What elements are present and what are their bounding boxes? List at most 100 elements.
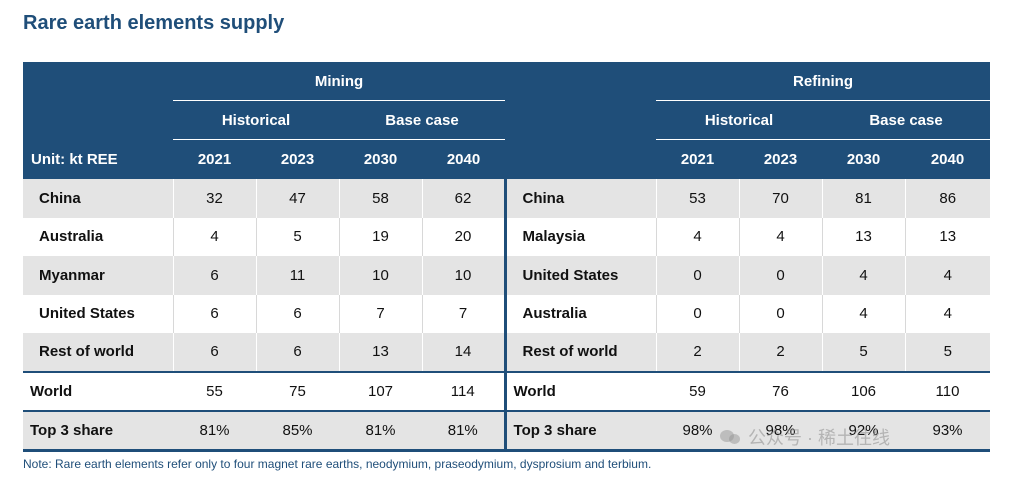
refining-historical-header: Historical	[656, 101, 823, 140]
table-cell: 2	[738, 333, 823, 372]
table-cell: 53	[655, 179, 740, 218]
table-cell: 92%	[822, 410, 906, 452]
top3-share-row: Top 3 share 81% 85% 81% 81% Top 3 share …	[23, 410, 991, 452]
table-cell: 6	[172, 333, 256, 372]
table-cell: 6	[255, 333, 339, 372]
table-cell: 5	[255, 217, 339, 256]
refining-country: Australia	[503, 294, 657, 333]
table-row: Myanmar 6 11 10 10 United States 0 0 4 4	[23, 256, 991, 295]
table-cell: 4	[821, 256, 906, 295]
year-header: 2021	[656, 140, 740, 179]
watermark: 公众号 · 稀土往线	[720, 424, 890, 450]
table-row: United States 6 6 7 7 Australia 0 0 4 4	[23, 294, 991, 333]
table-cell: 0	[738, 256, 823, 295]
year-header: 2040	[905, 140, 991, 179]
table-cell: 4	[904, 294, 991, 333]
year-header: 2023	[256, 140, 339, 179]
table-cell: 107	[339, 370, 422, 412]
table-cell: 5	[904, 333, 991, 372]
refining-country: Malaysia	[503, 217, 657, 256]
section-refining: Refining	[656, 62, 991, 101]
mining-country: Myanmar	[23, 256, 173, 295]
table-cell: 10	[338, 256, 422, 295]
refining-country: China	[503, 179, 657, 218]
table-cell: 70	[738, 179, 823, 218]
year-header: 2040	[422, 140, 506, 179]
table-cell: 13	[338, 333, 422, 372]
table-cell: 62	[421, 179, 506, 218]
table-cell: 10	[421, 256, 506, 295]
year-header: 2030	[822, 140, 906, 179]
mining-country: China	[23, 179, 173, 218]
world-row: World 55 75 107 114 World 59 76 106 110	[23, 370, 991, 412]
mining-historical-header: Historical	[173, 101, 339, 140]
watermark-text: 公众号 · 稀土往线	[748, 428, 890, 448]
table-cell: 6	[172, 294, 256, 333]
section-mining: Mining	[173, 62, 506, 101]
table-cell: 11	[255, 256, 339, 295]
table-cell: 81	[821, 179, 906, 218]
table-cell: 81%	[422, 410, 506, 452]
table-cell: 32	[172, 179, 256, 218]
header-row-cases: Historical Base case Historical Base cas…	[23, 101, 991, 140]
table-row: Rest of world 6 6 13 14 Rest of world 2 …	[23, 333, 991, 372]
header-row-years: Unit: kt REE 2021 2023 2030 2040 2021 20…	[23, 140, 991, 179]
table-cell: 4	[904, 256, 991, 295]
table-cell: 2	[655, 333, 740, 372]
table-cell: 93%	[905, 410, 991, 452]
table-cell: 0	[738, 294, 823, 333]
table-cell: 6	[172, 256, 256, 295]
table-cell: 55	[173, 370, 256, 412]
table-cell: 7	[338, 294, 422, 333]
year-header: 2030	[339, 140, 422, 179]
table-cell: 14	[421, 333, 506, 372]
table-cell: 13	[821, 217, 906, 256]
year-header: 2021	[173, 140, 256, 179]
mining-country: United States	[23, 294, 173, 333]
header-row-sections: Mining Refining	[23, 62, 991, 101]
table-cell: 98%	[739, 410, 823, 452]
table-cell: 81%	[339, 410, 422, 452]
table-row: China 32 47 58 62 China 53 70 81 86	[23, 179, 991, 218]
table-cell: 0	[655, 256, 740, 295]
top3-label: Top 3 share	[503, 410, 657, 452]
table-cell: 6	[255, 294, 339, 333]
table-cell: 75	[256, 370, 339, 412]
table-cell: 86	[904, 179, 991, 218]
table-cell: 19	[338, 217, 422, 256]
table-cell: 7	[421, 294, 506, 333]
year-header: 2023	[739, 140, 823, 179]
table-cell: 106	[822, 370, 906, 412]
refining-country: United States	[503, 256, 657, 295]
table-cell: 4	[738, 217, 823, 256]
world-label: World	[23, 370, 173, 412]
world-label: World	[503, 370, 657, 412]
supply-table: Mining Refining Historical Base case His…	[23, 62, 991, 452]
table-cell: 4	[172, 217, 256, 256]
refining-country: Rest of world	[503, 333, 657, 372]
table-cell: 59	[656, 370, 740, 412]
table-cell: 5	[821, 333, 906, 372]
table-cell: 0	[655, 294, 740, 333]
mining-country: Rest of world	[23, 333, 173, 372]
table-cell: 85%	[256, 410, 339, 452]
table-cell: 114	[422, 370, 506, 412]
table-cell: 81%	[173, 410, 256, 452]
table-cell: 76	[739, 370, 823, 412]
table-cell: 13	[904, 217, 991, 256]
wechat-icon	[720, 428, 742, 446]
unit-label: Unit: kt REE	[23, 140, 173, 179]
page-title: Rare earth elements supply	[23, 12, 285, 34]
table-cell: 47	[255, 179, 339, 218]
refining-base-case-header: Base case	[822, 101, 991, 140]
top3-label: Top 3 share	[23, 410, 173, 452]
table-cell: 4	[655, 217, 740, 256]
footnote: Note: Rare earth elements refer only to …	[23, 457, 652, 471]
table-cell: 20	[421, 217, 506, 256]
table-cell: 110	[905, 370, 991, 412]
mining-base-case-header: Base case	[339, 101, 506, 140]
table-row: Australia 4 5 19 20 Malaysia 4 4 13 13	[23, 217, 991, 256]
mining-country: Australia	[23, 217, 173, 256]
table-cell: 4	[821, 294, 906, 333]
table-cell: 58	[338, 179, 422, 218]
